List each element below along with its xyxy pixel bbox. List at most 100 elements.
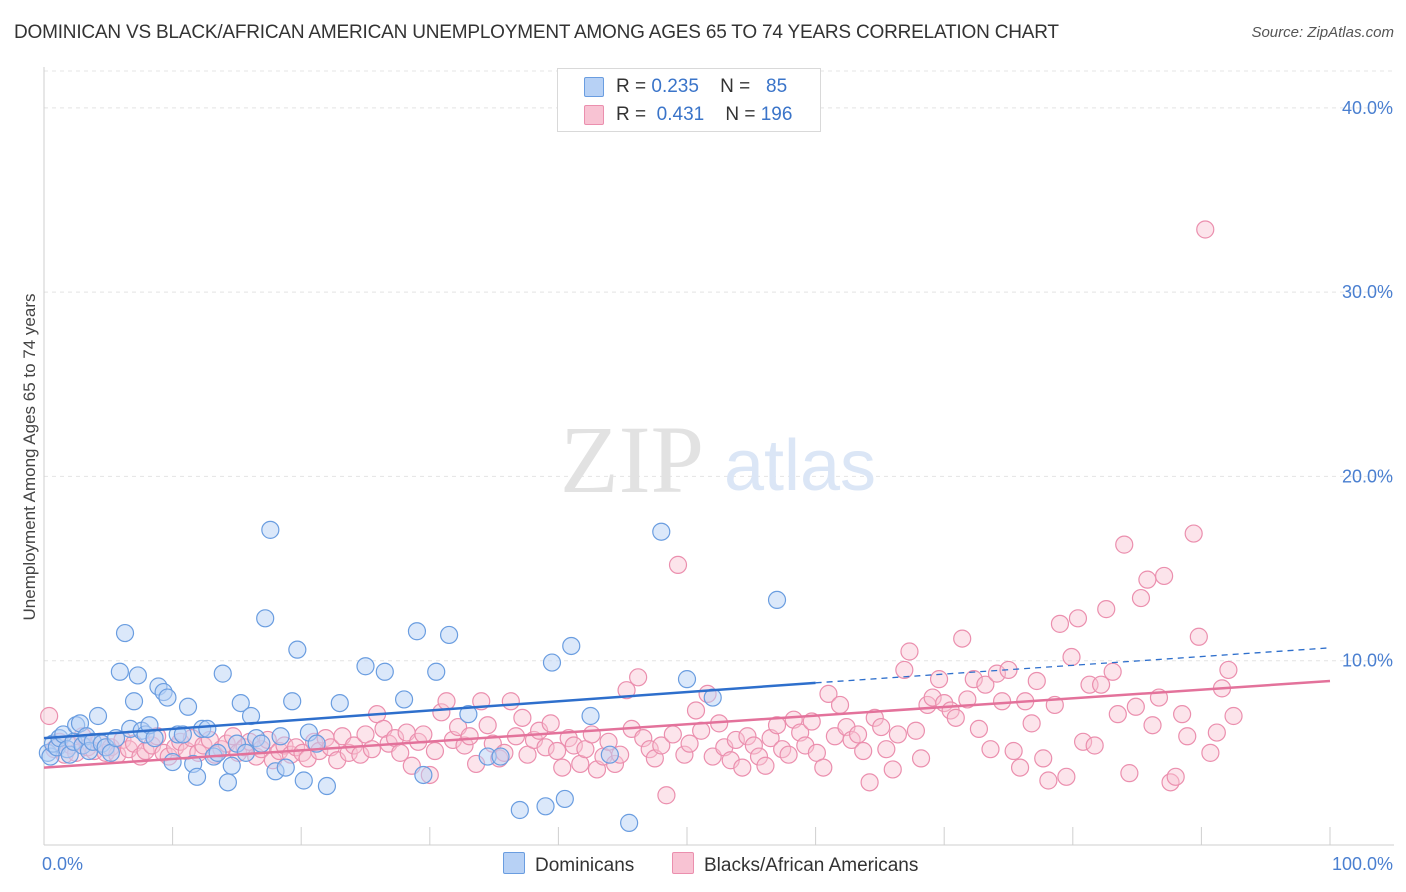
dominicans-trend-extension [815,647,1331,684]
y-tick-label-3: 40.0% [1342,98,1393,118]
blacks-point-197 [1178,727,1197,746]
blacks-point-188 [1126,697,1145,716]
blacks-point-121 [738,727,757,746]
blacks-point-110 [675,745,694,764]
watermark-atlas: atlas [724,426,876,506]
dominicans-point-44 [222,756,241,775]
blacks-point-195 [1166,767,1185,786]
blacks-r-label: R = [616,104,647,125]
dominicans-point-74 [536,797,555,816]
dominicans-point-80 [620,813,639,832]
blacks-point-172 [1034,749,1053,768]
blacks-point-141 [854,741,873,761]
dominicans-r-label: R = [616,76,647,97]
blacks-point-181 [1085,736,1104,755]
dominicans-point-64 [375,662,394,681]
dominicans-point-31 [158,688,177,707]
blacks-point-67 [425,741,445,761]
dominicans-point-84 [767,590,787,610]
blacks-point-89 [553,758,572,777]
blacks-point-68 [432,703,451,722]
blacks-point-158 [953,629,972,648]
dominicans-point-35 [178,697,198,716]
blacks-point-190 [1138,570,1157,589]
dominicans-point-61 [317,776,337,796]
blacks-point-148 [895,660,914,680]
blacks-point-91 [564,736,583,755]
blacks-point-73 [460,727,479,746]
blacks-point-189 [1131,588,1151,608]
dominicans-point-15 [88,706,108,726]
blacks-swatch [584,105,604,125]
blacks-trend-line [43,679,1331,769]
blacks-r-value: 0.431 [656,104,705,125]
dominicans-point-62 [330,693,349,713]
watermark-zip: ZIP [560,406,704,513]
blacks-point-137 [830,695,850,715]
bottom-blacks-label: Blacks/African Americans [704,855,919,876]
bottom-blacks-swatch [672,852,694,874]
blacks-point-177 [1062,647,1081,667]
dominicans-n-label: N = [720,76,751,97]
dominicans-point-24 [128,666,147,685]
blacks-point-126 [767,716,787,735]
dominicans-point-39 [198,719,217,739]
dominicans-point-70 [459,705,478,724]
blacks-point-173 [1039,771,1058,790]
dominicans-trend-line [43,681,816,740]
tick-labels: 10.0% 20.0% 30.0% 40.0% 0.0% 100.0% [42,98,1393,874]
blacks-point-179 [1073,732,1093,751]
blacks-point-196 [1173,705,1192,724]
blacks-point-165 [992,692,1012,711]
dominicans-point-52 [261,520,280,539]
dominicans-swatch [584,77,604,97]
dominicans-point-50 [252,734,271,753]
bottom-dominicans-swatch [503,852,525,874]
bottom-dominicans-label: Dominicans [535,855,635,876]
dominicans-point-51 [256,609,275,628]
dominicans-point-65 [394,690,414,709]
blacks-point-108 [663,725,682,744]
chart-title: DOMINICAN VS BLACK/AFRICAN AMERICAN UNEM… [14,22,1059,43]
blacks-point-153 [923,688,942,707]
blacks-point-104 [640,740,659,759]
y-tick-label-2: 30.0% [1342,282,1393,302]
x-tick-label-0: 0.0% [42,854,83,874]
blacks-point-56 [362,740,382,759]
blacks-point-186 [1115,535,1134,554]
dominicans-point-76 [555,789,574,809]
dominicans-point-37 [187,767,207,786]
dominicans-point-46 [231,693,250,713]
blacks-point-185 [1108,705,1127,724]
blacks-point-202 [1207,723,1226,742]
blacks-point-194 [1161,773,1180,792]
dominicans-point-75 [542,653,562,672]
blacks-point-182 [1091,675,1111,694]
blacks-point-120 [733,758,752,777]
blacks-point-82 [513,708,532,727]
blacks-point-87 [541,714,560,733]
dominicans-point-67 [414,765,433,785]
blacks-point-119 [726,730,745,750]
blacks-point-144 [872,717,891,737]
x-tick-label-1: 100.0% [1332,854,1393,874]
blacks-point-161 [969,719,989,739]
blacks-point-167 [1004,741,1023,761]
blacks-point-80 [501,692,520,711]
dominicans-point-57 [288,640,307,659]
blacks-point-111 [680,734,699,753]
blacks-point-143 [865,708,884,727]
dominicans-point-42 [213,664,232,683]
blacks-point-159 [958,690,977,709]
grid-lines [44,70,1394,662]
dominicans-n-value: 85 [766,76,788,97]
dominicans-point-20 [110,662,129,681]
source-label: Source: ZipAtlas.com [1251,24,1394,41]
blacks-point-160 [964,670,983,689]
blacks-point-124 [756,756,775,775]
blacks-point-198 [1184,524,1203,543]
dominicans-point-63 [356,657,375,676]
dominicans-point-28 [145,729,164,748]
dominicans-point-82 [677,670,697,689]
